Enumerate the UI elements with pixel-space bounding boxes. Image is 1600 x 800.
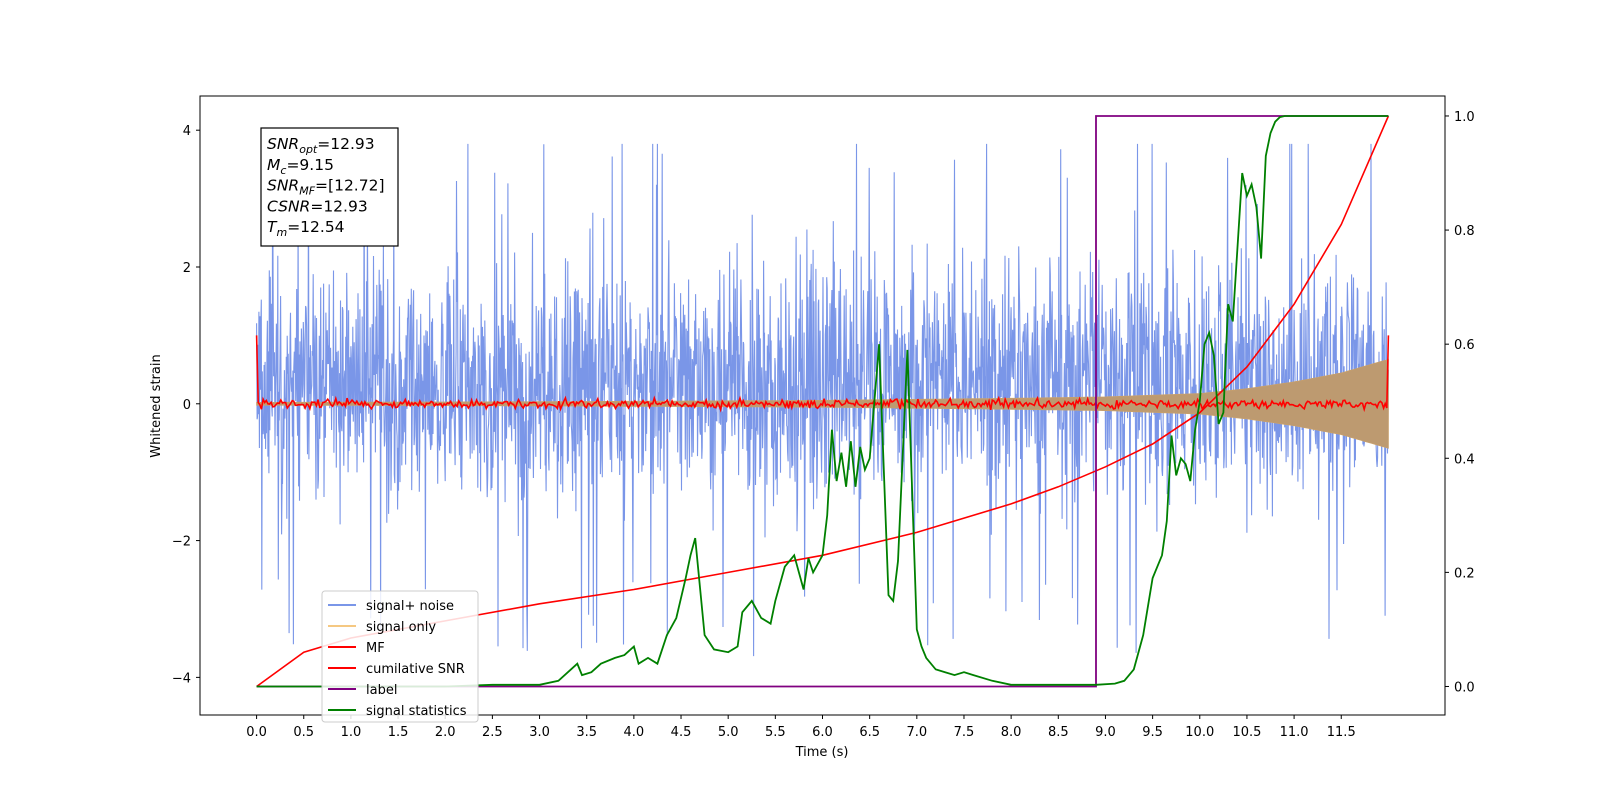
x-axis: 0.0 0.5 1.0 1.5 2.0 2.5 3.0 3.5 4.0 4.5 5.0 5.5 6.0 6… [246, 715, 1356, 740]
x-tick-label: 0.5 [293, 725, 314, 740]
x-tick-label: 6.0 [812, 725, 833, 740]
y-left-tick-label: 4 [183, 124, 191, 139]
series-signal-statistics [256, 115, 1389, 688]
info-line-value: =12.93 [317, 135, 374, 153]
info-line-subscript: m [276, 226, 287, 239]
info-line-value: =12.54 [287, 218, 344, 236]
info-line-value: =[12.72] [315, 177, 384, 195]
x-tick-label: 5.5 [765, 725, 786, 740]
y-right-tick-label: 0.4 [1454, 452, 1475, 467]
legend-label: cumilative SNR [366, 662, 465, 677]
x-tick-label: 1.0 [341, 725, 362, 740]
y-axis-right: 0.0 0.2 0.4 0.6 0.8 1.0 [1445, 110, 1475, 695]
info-line: Mc=9.15 [267, 156, 334, 177]
x-tick-label: 5.0 [718, 725, 739, 740]
x-tick-label: 8.5 [1048, 725, 1069, 740]
x-tick-label: 2.5 [482, 725, 503, 740]
x-tick-label: 1.5 [388, 725, 409, 740]
info-box-frame [260, 127, 399, 247]
info-line-symbol: CSNR [267, 197, 310, 215]
y-left-tick-label: 2 [183, 261, 191, 276]
y-right-tick-label: 1.0 [1454, 110, 1475, 125]
legend-label: label [366, 683, 397, 698]
y-right-tick-label: 0.2 [1454, 566, 1475, 581]
x-tick-label: 10.0 [1185, 725, 1214, 740]
info-line: SNRMF=[12.72] [267, 177, 385, 198]
y-axis-label: Whitened strain [149, 354, 164, 457]
legend-label: signal statistics [366, 704, 467, 719]
y-right-tick-label: 0.6 [1454, 338, 1475, 353]
x-tick-label: 3.0 [529, 725, 550, 740]
x-tick-label: 11.0 [1280, 725, 1309, 740]
legend-label: signal only [366, 620, 436, 635]
x-tick-label: 4.0 [624, 725, 645, 740]
y-left-tick-label: 0 [183, 398, 191, 413]
info-line: CSNR=12.93 [267, 197, 368, 215]
y-right-tick-label: 0.8 [1454, 224, 1475, 239]
x-tick-label: 8.0 [1001, 725, 1022, 740]
info-line: Tm=12.54 [267, 218, 345, 239]
x-tick-label: 11.5 [1327, 725, 1356, 740]
info-line-value: =9.15 [286, 156, 334, 174]
info-line-symbol: SNR [267, 177, 299, 195]
x-tick-label: 7.0 [906, 725, 927, 740]
x-tick-label: 10.5 [1232, 725, 1261, 740]
info-line-subscript: c [280, 164, 286, 177]
x-tick-label: 0.0 [246, 725, 267, 740]
info-line-symbol: M [267, 156, 280, 174]
y-left-tick-label: −2 [172, 535, 191, 550]
series-label [256, 115, 1389, 688]
info-line: SNRopt=12.93 [267, 135, 375, 156]
legend-label: MF [366, 641, 385, 656]
x-tick-label: 4.5 [671, 725, 692, 740]
y-right-tick-label: 0.0 [1454, 680, 1475, 695]
x-tick-label: 7.5 [954, 725, 975, 740]
x-axis-label: Time (s) [795, 745, 849, 760]
y-left-tick-label: −4 [172, 671, 191, 686]
legend-label: signal+ noise [366, 599, 454, 614]
x-tick-label: 2.0 [435, 725, 456, 740]
info-line-symbol: SNR [267, 135, 299, 153]
x-tick-label: 3.5 [576, 725, 597, 740]
info-line-value: =12.93 [310, 197, 367, 215]
y-axis-left: −4 −2 0 2 4 [172, 124, 200, 686]
x-tick-label: 9.5 [1142, 725, 1163, 740]
x-tick-label: 9.0 [1095, 725, 1116, 740]
info-annotation-box: SNRopt=12.93Mc=9.15SNRMF=[12.72]CSNR=12.… [260, 127, 399, 247]
info-line-subscript: MF [299, 185, 315, 198]
x-tick-label: 6.5 [859, 725, 880, 740]
legend-frame [321, 590, 479, 723]
info-line-symbol: T [267, 218, 278, 236]
info-line-subscript: opt [299, 143, 318, 156]
series-signal-noise [256, 143, 1389, 657]
legend: signal+ noise signal only MF cumilative SNR… [321, 590, 479, 723]
